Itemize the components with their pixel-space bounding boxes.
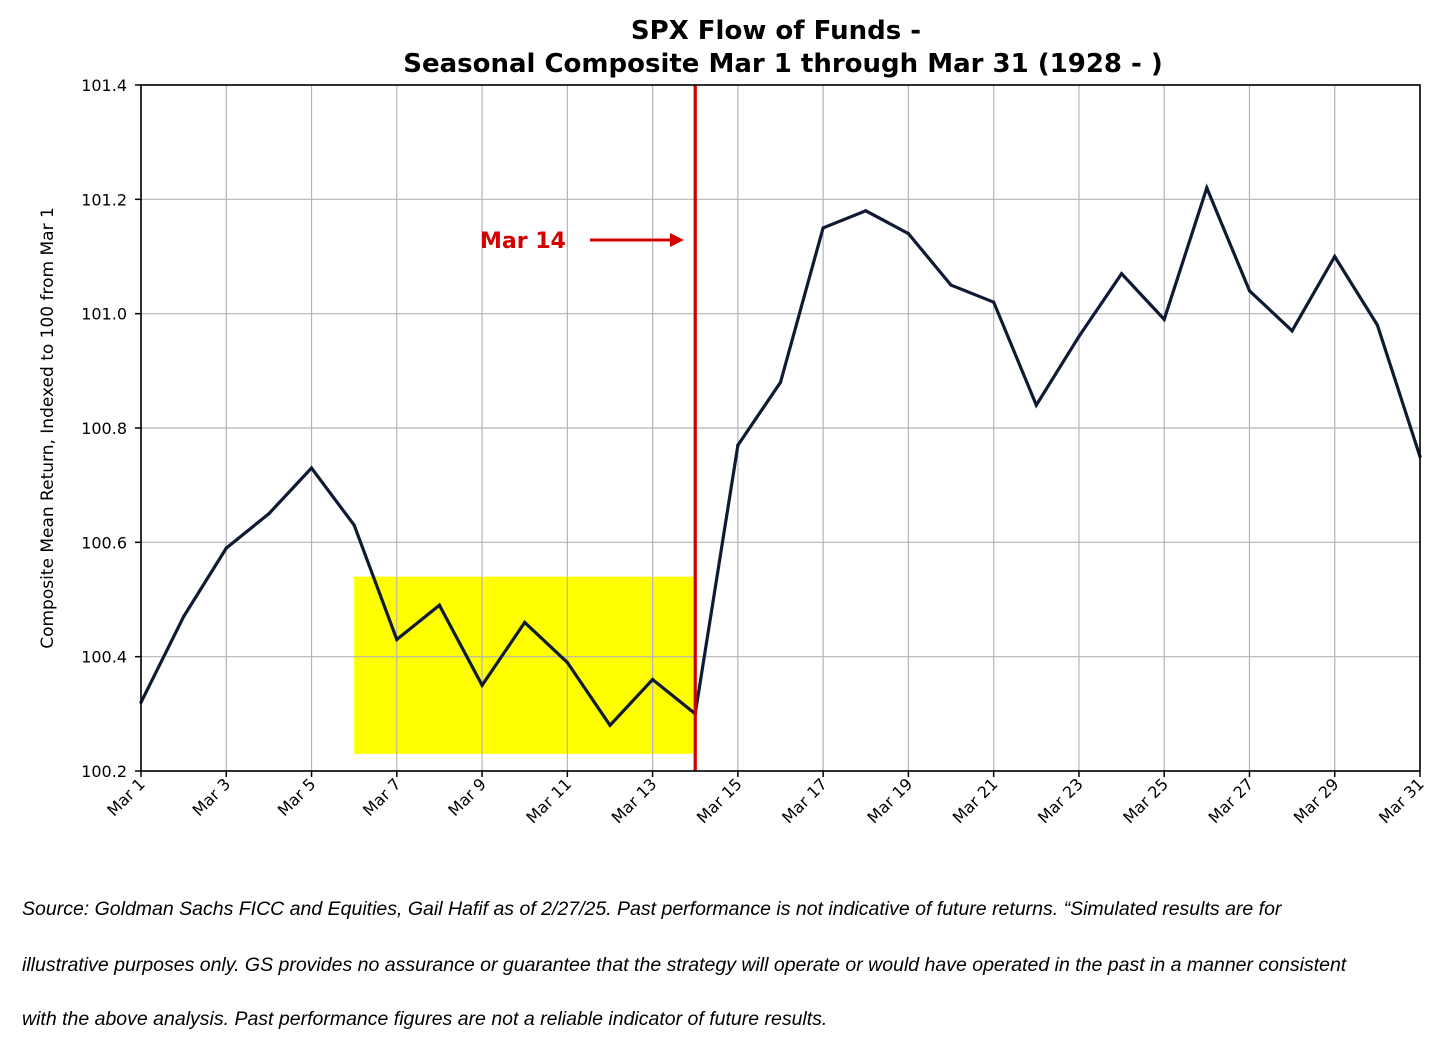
footnote-line-3: with the above analysis. Past performanc…: [22, 1008, 828, 1030]
chart-title-line2: Seasonal Composite Mar 1 through Mar 31 …: [403, 49, 1163, 79]
footnote-line-2: illustrative purposes only. GS provides …: [22, 954, 1347, 976]
data-point: [309, 466, 314, 470]
x-tick-label: Mar 13: [608, 774, 661, 827]
data-point: [949, 283, 953, 287]
series-layer: [139, 183, 1422, 728]
data-point: [608, 723, 612, 727]
x-tick-label: Mar 5: [274, 774, 320, 820]
x-tick-label: Mar 7: [359, 774, 405, 820]
x-tick-label: Mar 27: [1205, 774, 1258, 827]
data-point: [182, 615, 186, 619]
x-tick-label: Mar 15: [693, 774, 746, 827]
data-point: [821, 226, 825, 230]
data-point: [992, 300, 996, 304]
grid-layer: [140, 84, 1421, 772]
y-tick-label: 100.2: [81, 762, 127, 781]
y-tick-label: 100.4: [81, 648, 127, 667]
highlight-region: [354, 576, 696, 754]
axis-layer: Mar 1 Mar 3 Mar 5 Mar 7 Mar 9 Mar 11 Mar 13 Mar…: [81, 76, 1428, 827]
data-point: [1205, 186, 1209, 190]
x-tick-label: Mar 9: [444, 774, 490, 820]
chart: SPX Flow of Funds - Seasonal Composite M…: [38, 16, 1428, 827]
data-point: [1034, 403, 1038, 407]
x-tick-label: Mar 17: [778, 774, 831, 827]
footnote-line-1: Source: Goldman Sachs FICC and Equities,…: [22, 898, 1282, 920]
x-tick-label: Mar 25: [1119, 774, 1172, 827]
y-tick-label: 100.8: [81, 419, 127, 438]
data-point: [267, 512, 271, 516]
y-tick-label: 101.0: [81, 305, 127, 324]
data-point: [1077, 334, 1081, 339]
annotation-label: Mar 14: [480, 229, 566, 254]
data-point: [352, 523, 356, 527]
x-tick-label: Mar 11: [522, 774, 575, 827]
data-point: [1333, 254, 1337, 259]
data-point: [1119, 272, 1124, 276]
data-point: [565, 660, 569, 664]
highlight-layer: [354, 576, 696, 754]
data-point: [437, 603, 442, 607]
data-point: [1290, 329, 1294, 333]
x-tick-label: Mar 29: [1290, 774, 1343, 827]
series-line: [139, 183, 1422, 728]
data-point: [1375, 323, 1379, 327]
x-tick-label: Mar 19: [863, 774, 916, 827]
data-point: [523, 620, 527, 624]
y-tick-label: 101.4: [81, 76, 127, 95]
data-point: [778, 380, 783, 384]
data-point: [906, 232, 911, 236]
data-point: [1247, 289, 1252, 293]
y-tick-label: 101.2: [81, 190, 127, 209]
data-point: [224, 546, 228, 550]
annotation-arrow: [590, 233, 684, 247]
x-tick-label: Mar 1: [103, 774, 149, 820]
data-point: [395, 637, 399, 642]
x-tick-label: Mar 23: [1034, 774, 1087, 827]
data-point: [864, 209, 868, 213]
plot-frame: [140, 84, 1421, 772]
data-point: [651, 677, 655, 682]
x-tick-label: Mar 31: [1375, 774, 1428, 827]
data-point: [480, 683, 484, 687]
data-point: [1162, 317, 1166, 321]
y-axis-label: Composite Mean Return, Indexed to 100 fr…: [38, 207, 58, 649]
data-point: [736, 443, 740, 447]
chart-title-line1: SPX Flow of Funds -: [631, 16, 921, 46]
x-tick-label: Mar 3: [189, 774, 235, 820]
y-tick-label: 100.6: [81, 533, 127, 552]
x-tick-label: Mar 21: [949, 774, 1002, 827]
